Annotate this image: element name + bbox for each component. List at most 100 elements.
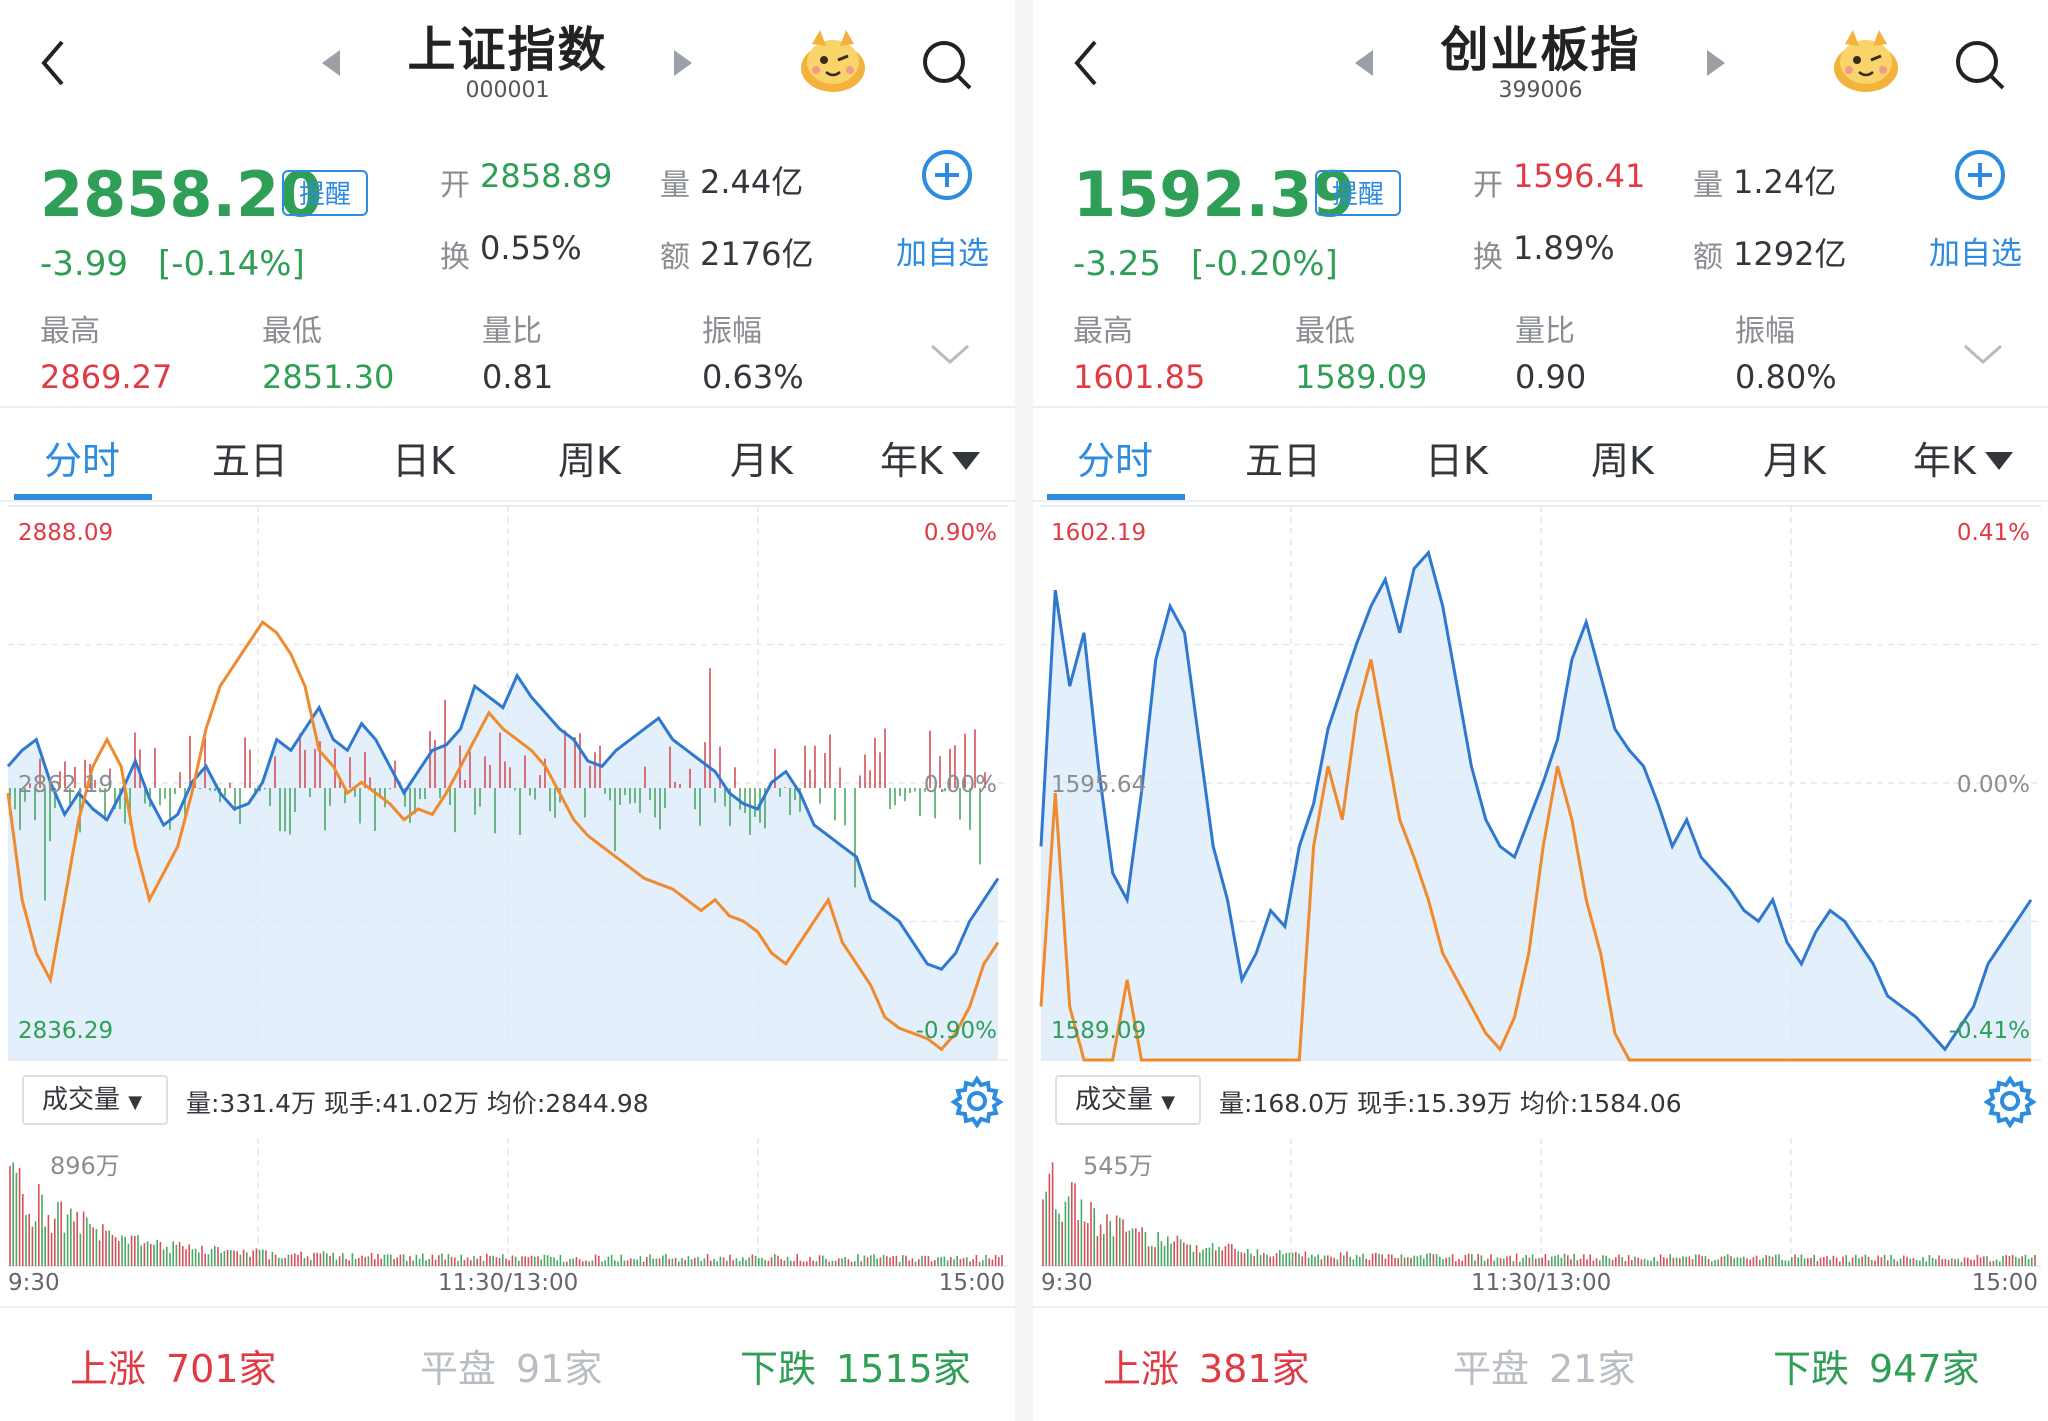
volume-chart[interactable] (1041, 1138, 2041, 1268)
tab-weekly-k[interactable]: 周K (558, 439, 621, 483)
volume-label: 量 (660, 168, 690, 203)
average-line (6, 619, 1000, 1052)
yearly-dropdown-icon[interactable] (1985, 452, 2013, 470)
amplitude-label: 振幅 (702, 314, 762, 349)
tab-monthly-k[interactable]: 月K (1763, 439, 1826, 483)
unchanged-count: 21家 (1549, 1347, 1636, 1391)
advancers-count: 381家 (1199, 1347, 1310, 1391)
index-title: 创业板指 (1440, 22, 1641, 78)
amount-value: 1292亿 (1733, 235, 1847, 273)
decliners-label: 下跌 (1773, 1347, 1850, 1391)
active-tab-indicator (1047, 494, 1185, 500)
remind-button[interactable]: 提醒 (1315, 170, 1401, 216)
volume-ratio-value: 0.90 (1515, 358, 1587, 396)
decliners-label: 下跌 (740, 1347, 817, 1391)
decliners-count: 947家 (1869, 1347, 1980, 1391)
open-label: 开 (440, 168, 470, 203)
remind-button[interactable]: 提醒 (282, 170, 368, 216)
divider (0, 406, 1015, 408)
high-label: 最高 (1073, 314, 1133, 349)
axis-price-bot: 2836.29 (18, 1018, 114, 1044)
tab-yearly-k[interactable]: 年K (1913, 439, 1976, 483)
turnover-value: 1.89% (1513, 229, 1615, 267)
back-icon[interactable] (38, 38, 68, 88)
advancers-label: 上涨 (1103, 1347, 1180, 1391)
tab-intraday[interactable]: 分时 (44, 439, 121, 483)
unchanged-count: 91家 (516, 1347, 603, 1391)
time-mid: 11:30/13:00 (1471, 1270, 1612, 1296)
expand-chevron-icon[interactable] (930, 342, 970, 366)
tab-daily-k[interactable]: 日K (392, 439, 455, 483)
divider (1033, 500, 2048, 502)
add-watchlist-label[interactable]: 加自选 (1929, 236, 2022, 272)
intraday-chart[interactable] (6, 505, 1008, 1062)
unchanged-label: 平盘 (420, 1347, 497, 1391)
index-code: 399006 (1498, 78, 1583, 103)
tab-five-day[interactable]: 五日 (1245, 439, 1322, 483)
next-index-icon[interactable] (1705, 50, 1725, 76)
low-value: 1589.09 (1295, 358, 1428, 396)
time-end: 15:00 (938, 1270, 1005, 1296)
axis-pct-top: 0.90% (923, 520, 997, 546)
volume-background (1041, 1138, 2041, 1266)
search-icon[interactable] (1953, 38, 2007, 92)
tab-monthly-k[interactable]: 月K (730, 439, 793, 483)
average-line (1039, 659, 2031, 1062)
back-icon[interactable] (1071, 38, 1101, 88)
index-title: 上证指数 (407, 22, 608, 78)
search-icon[interactable] (920, 38, 974, 92)
prev-index-icon[interactable] (322, 50, 342, 76)
divider (0, 500, 1015, 502)
axis-pct-top: 0.41% (1956, 520, 2030, 546)
high-value: 1601.85 (1073, 358, 1206, 396)
low-label: 最低 (262, 314, 322, 349)
volume-label: 量 (1693, 168, 1723, 203)
volume-value: 2.44亿 (700, 163, 804, 201)
current-price: 1592.39 (1073, 158, 1356, 231)
expand-chevron-icon[interactable] (1963, 342, 2003, 366)
mascot-icon[interactable] (798, 26, 868, 94)
prev-index-icon[interactable] (1355, 50, 1375, 76)
price-change-pct: [-0.14%] (158, 244, 305, 284)
tab-intraday[interactable]: 分时 (1077, 439, 1154, 483)
axis-pct-mid: 0.00% (923, 772, 997, 798)
axis-price-mid: 2862.19 (18, 772, 114, 798)
price-line (6, 672, 1000, 971)
mascot-icon[interactable] (1831, 26, 1901, 94)
price-area (8, 675, 998, 1060)
yearly-dropdown-icon[interactable] (952, 452, 980, 470)
volume-ratio-label: 量比 (482, 314, 542, 349)
next-index-icon[interactable] (672, 50, 692, 76)
open-value: 1596.41 (1513, 157, 1646, 195)
settings-gear-icon[interactable] (1983, 1075, 2037, 1129)
settings-gear-icon[interactable] (950, 1075, 1004, 1129)
add-watchlist-icon[interactable] (920, 148, 974, 202)
add-watchlist-label[interactable]: 加自选 (896, 236, 989, 272)
volume-ratio-label: 量比 (1515, 314, 1575, 349)
volume-info: 量:331.4万 现手:41.02万 均价:2844.98 (186, 1089, 649, 1118)
price-change: -3.99 (40, 244, 128, 284)
tab-weekly-k[interactable]: 周K (1591, 439, 1654, 483)
volume-indicator-label: 成交量 (1075, 1085, 1154, 1115)
dropdown-arrow-icon: ▼ (128, 1092, 143, 1113)
volume-indicator-dropdown[interactable]: 成交量 ▼ (1055, 1075, 1201, 1125)
time-start: 9:30 (8, 1270, 60, 1296)
tab-daily-k[interactable]: 日K (1425, 439, 1488, 483)
volume-indicator-label: 成交量 (42, 1085, 121, 1115)
tab-five-day[interactable]: 五日 (212, 439, 289, 483)
add-watchlist-icon[interactable] (1953, 148, 2007, 202)
amplitude-value: 0.80% (1735, 358, 1837, 396)
axis-price-mid: 1595.64 (1051, 772, 1147, 798)
divider (1033, 406, 2048, 408)
advancers-count: 701家 (166, 1347, 277, 1391)
low-label: 最低 (1295, 314, 1355, 349)
active-tab-indicator (14, 494, 152, 500)
divider (1033, 1306, 2048, 1308)
volume-indicator-dropdown[interactable]: 成交量 ▼ (22, 1075, 168, 1125)
volume-chart[interactable] (8, 1138, 1008, 1268)
intraday-chart[interactable] (1039, 505, 2041, 1062)
amplitude-label: 振幅 (1735, 314, 1795, 349)
tab-yearly-k[interactable]: 年K (880, 439, 943, 483)
volume-ratio-value: 0.81 (482, 358, 554, 396)
time-end: 15:00 (1971, 1270, 2038, 1296)
